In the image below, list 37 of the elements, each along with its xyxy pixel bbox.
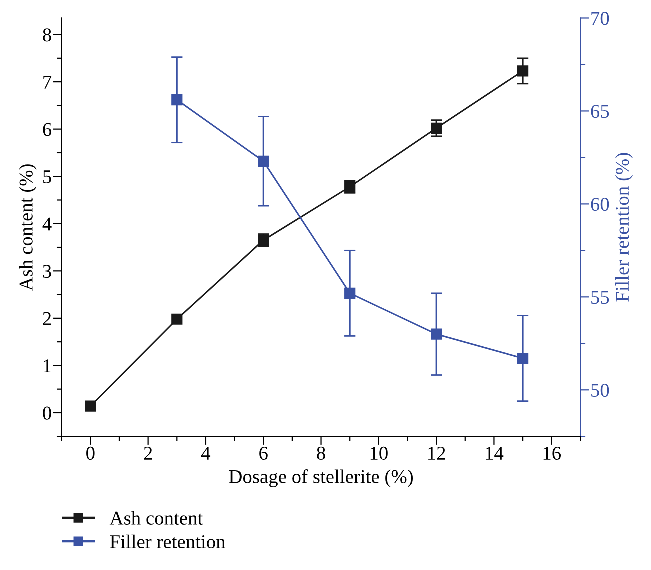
point [517,66,529,77]
point [172,314,183,325]
y-tick-label: 3 [43,265,52,278]
y-tick-label: 2 [43,312,52,326]
x-tick-label: 0 [86,446,95,460]
y-tick-label: 4 [42,218,52,231]
y-axis-title: Ash content (%) [19,164,37,291]
x-tick-label: 8 [317,446,326,460]
x-tick-label: 14 [486,447,504,460]
legend-label: Filler retention [110,534,226,549]
x-tick-label: 16 [544,446,562,460]
y2-tick-label: 50 [592,384,610,398]
x-tick-label: 4 [201,447,211,460]
y-tick-label: 7 [44,76,52,89]
x-tick-label: 6 [260,446,268,460]
point [517,352,529,364]
x-tick-label: 12 [428,446,446,460]
y-tick-label: 6 [43,123,52,136]
x-axis-title: Dosage of stellerite (%) [229,470,414,488]
y2-tick-label: 60 [591,198,610,212]
y-tick-label: 5 [44,170,52,184]
x-tick-label: 2 [144,446,152,460]
y2-tick-label: 55 [592,291,610,304]
point [85,400,96,412]
point [431,328,442,340]
y-tick-label: 0 [43,406,52,420]
x-tick-label: 10 [370,446,388,460]
y-tick-label: 1 [44,360,51,372]
y2-tick-label: 70 [592,12,610,26]
legend-label: Ash content [110,511,204,525]
y2-axis-title: Filler retention (%) [615,153,634,302]
y-tick-label: 8 [43,28,52,42]
point [172,94,183,106]
y2-tick-label: 65 [591,105,610,118]
point [258,156,270,167]
point [431,122,442,134]
point [344,288,356,299]
